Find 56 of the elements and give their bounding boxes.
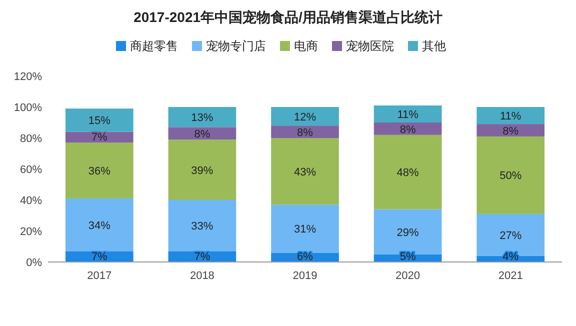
bar bbox=[65, 198, 134, 252]
data-label: 48% bbox=[396, 167, 420, 180]
bar bbox=[374, 105, 442, 122]
data-label: 15% bbox=[88, 115, 111, 128]
data-label: 34% bbox=[88, 220, 111, 232]
legend-label: 其他 bbox=[422, 39, 446, 53]
data-label: 8% bbox=[502, 125, 519, 138]
data-label: 12% bbox=[294, 111, 316, 124]
legend-label: 商超零售 bbox=[130, 39, 178, 53]
bar bbox=[168, 107, 236, 128]
data-label: 27% bbox=[500, 230, 522, 242]
bar bbox=[65, 142, 134, 198]
bar bbox=[65, 108, 134, 132]
x-tick-label: 2020 bbox=[396, 270, 420, 282]
y-tick-label: 40% bbox=[20, 195, 42, 207]
x-tick-label: 2019 bbox=[292, 270, 318, 282]
data-label: 31% bbox=[294, 224, 316, 236]
y-tick-label: 120% bbox=[14, 71, 42, 83]
bar bbox=[476, 136, 545, 214]
bar bbox=[271, 204, 339, 253]
legend-label: 宠物专门店 bbox=[206, 39, 266, 53]
bar bbox=[168, 140, 236, 200]
data-label: 33% bbox=[191, 220, 214, 233]
data-label: 8% bbox=[297, 127, 314, 139]
bar bbox=[271, 138, 339, 205]
bar bbox=[168, 200, 236, 252]
bar bbox=[476, 107, 545, 124]
data-label: 8% bbox=[400, 124, 416, 136]
data-label: 36% bbox=[88, 166, 111, 178]
y-tick-label: 100% bbox=[14, 102, 42, 114]
data-label: 50% bbox=[500, 170, 522, 182]
data-label: 29% bbox=[396, 226, 420, 239]
data-label: 13% bbox=[191, 112, 214, 124]
y-tick-label: 80% bbox=[20, 133, 42, 145]
chart-title: 2017-2021年中国宠物食品/用品销售渠道占比统计 bbox=[134, 9, 442, 25]
x-tick-label: 2021 bbox=[498, 270, 523, 282]
data-label: 11% bbox=[397, 108, 419, 121]
legend-label: 宠物医院 bbox=[346, 39, 394, 53]
y-tick-label: 0% bbox=[26, 257, 42, 269]
data-label: 43% bbox=[294, 166, 316, 178]
bar bbox=[271, 107, 339, 126]
data-label: 6% bbox=[297, 251, 314, 263]
data-label: 5% bbox=[400, 251, 416, 263]
x-tick-label: 2018 bbox=[190, 270, 214, 282]
bar bbox=[374, 134, 442, 210]
data-label: 7% bbox=[91, 251, 108, 263]
data-label: 39% bbox=[191, 164, 214, 177]
data-label: 8% bbox=[194, 128, 210, 141]
data-label: 7% bbox=[91, 132, 108, 144]
y-tick-label: 20% bbox=[20, 226, 42, 238]
data-label: 4% bbox=[502, 251, 519, 263]
legend-label: 电商 bbox=[294, 39, 318, 53]
y-tick-label: 60% bbox=[20, 164, 42, 176]
data-label: 7% bbox=[194, 251, 210, 263]
x-tick-label: 2017 bbox=[87, 270, 112, 282]
data-label: 11% bbox=[500, 110, 522, 123]
